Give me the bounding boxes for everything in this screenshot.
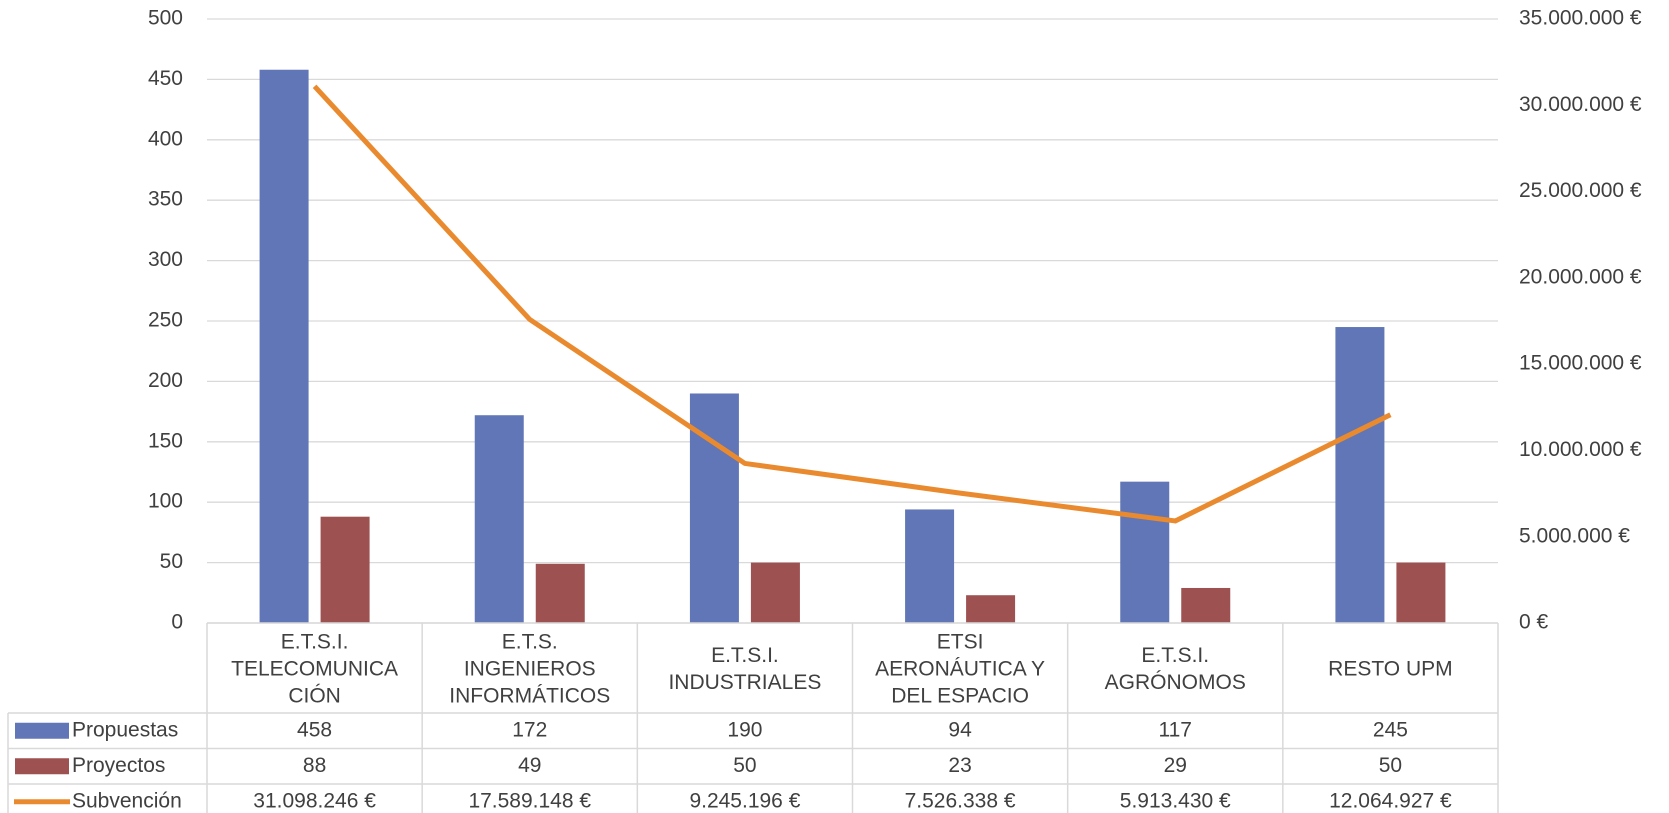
x-tick-label: AERONÁUTICA Y	[875, 658, 1045, 681]
bar-propuestas	[474, 415, 524, 623]
bar-proyectos	[750, 562, 800, 623]
bar-proyectos	[1396, 562, 1446, 623]
y-left-tick-label: 50	[160, 550, 183, 573]
y-right-tick-label: 35.000.000 €	[1519, 7, 1642, 30]
bar-proyectos	[535, 563, 585, 623]
x-tick-label: ETSI	[937, 631, 984, 654]
data-label: 5.913.430 €	[1120, 789, 1231, 812]
x-tick-label: E.T.S.I.	[711, 644, 779, 667]
data-label: 17.589.148 €	[468, 789, 591, 812]
x-tick-label: E.T.S.I.	[281, 631, 349, 654]
y-right-tick-label: 0 €	[1519, 611, 1549, 634]
x-tick-label: INFORMÁTICOS	[449, 685, 610, 708]
y-right-tick-label: 30.000.000 €	[1519, 93, 1642, 116]
data-label: 7.526.338 €	[905, 789, 1016, 812]
data-label: 117	[1159, 718, 1192, 741]
bar-propuestas	[905, 509, 955, 623]
data-label: 23	[948, 754, 971, 777]
y-left-tick-label: 200	[148, 369, 183, 392]
x-tick-label: RESTO UPM	[1328, 658, 1452, 681]
x-tick-label: INDUSTRIALES	[668, 671, 821, 694]
x-tick-label: TELECOMUNICA	[231, 658, 398, 681]
data-label: 50	[1379, 754, 1402, 777]
y-left-tick-label: 100	[148, 490, 183, 513]
data-label: 458	[297, 718, 332, 741]
bar-propuestas	[1335, 327, 1385, 623]
y-left-tick-label: 150	[148, 429, 183, 452]
x-tick-label: AGRÓNOMOS	[1105, 671, 1246, 694]
bar-propuestas	[1120, 481, 1170, 623]
x-tick-label: CIÓN	[288, 685, 341, 708]
legend-label: Subvención	[72, 789, 182, 812]
y-left-tick-label: 300	[148, 248, 183, 271]
y-right-tick-label: 15.000.000 €	[1519, 352, 1642, 375]
data-label: 29	[1164, 754, 1187, 777]
data-label: 9.245.196 €	[689, 789, 800, 812]
x-tick-label: DEL ESPACIO	[891, 685, 1029, 708]
bar-propuestas	[259, 69, 309, 623]
x-tick-label: E.T.S.	[502, 631, 558, 654]
data-label: 245	[1373, 718, 1408, 741]
y-right-tick-label: 5.000.000 €	[1519, 524, 1630, 547]
y-left-tick-label: 250	[148, 309, 183, 332]
legend-key-proyectos	[15, 758, 69, 775]
bar-proyectos	[966, 595, 1016, 623]
y-right-tick-label: 10.000.000 €	[1519, 438, 1642, 461]
data-label: 172	[512, 718, 547, 741]
data-label: 190	[727, 718, 762, 741]
data-label: 31.098.246 €	[253, 789, 376, 812]
y-left-tick-label: 350	[148, 188, 183, 211]
bar-proyectos	[1181, 587, 1231, 623]
y-right-tick-label: 25.000.000 €	[1519, 179, 1642, 202]
y-left-tick-label: 450	[148, 67, 183, 90]
legend-key-propuestas	[15, 722, 69, 739]
legend-label: Proyectos	[72, 754, 165, 777]
data-label: 50	[733, 754, 756, 777]
data-label: 94	[948, 718, 972, 741]
data-label: 49	[518, 754, 541, 777]
y-left-tick-label: 500	[148, 7, 183, 30]
x-tick-label: INGENIEROS	[464, 658, 596, 681]
bar-propuestas	[689, 393, 739, 623]
y-right-tick-label: 20.000.000 €	[1519, 265, 1642, 288]
y-left-tick-label: 0	[171, 611, 183, 634]
data-label: 12.064.927 €	[1329, 789, 1452, 812]
bar-proyectos	[320, 516, 370, 623]
line-subvención	[312, 84, 1392, 524]
data-label: 88	[303, 754, 326, 777]
legend-label: Propuestas	[72, 718, 178, 741]
x-tick-label: E.T.S.I.	[1141, 644, 1209, 667]
y-left-tick-label: 400	[148, 127, 183, 150]
